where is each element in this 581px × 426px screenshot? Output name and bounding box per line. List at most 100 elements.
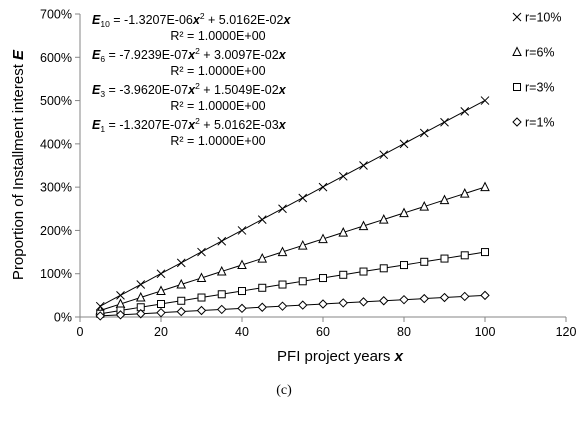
point-diamond <box>176 306 186 317</box>
point-square <box>379 264 388 273</box>
y-tick-label: 0% <box>54 311 72 325</box>
figure-caption: (c) <box>276 383 292 398</box>
trend-equation: E10 = -1.3207E-06x2 + 5.0162E-02x <box>92 11 291 29</box>
point-x <box>399 139 409 149</box>
x-tick-label: 40 <box>235 325 249 339</box>
point-x <box>318 182 328 192</box>
point-triangle <box>459 188 470 198</box>
point-triangle <box>216 265 227 276</box>
y-tick-label: 200% <box>40 224 72 238</box>
point-triangle <box>277 246 288 257</box>
point-square <box>298 277 307 286</box>
point-triangle <box>399 207 409 218</box>
point-triangle <box>156 285 166 296</box>
point-square <box>460 251 469 260</box>
trendline-r=6% <box>100 186 486 311</box>
point-triangle <box>439 194 450 205</box>
point-x <box>419 128 429 138</box>
point-square <box>258 283 267 292</box>
point-square <box>278 280 287 289</box>
point-diamond <box>257 302 267 312</box>
point-diamond <box>115 310 126 320</box>
y-tick-label: 500% <box>40 94 72 108</box>
point-square <box>440 254 449 263</box>
point-triangle <box>378 213 389 224</box>
legend-marker <box>513 83 521 91</box>
y-axis-title-var: E <box>10 49 27 60</box>
point-triangle <box>318 233 328 244</box>
point-square <box>420 257 429 266</box>
legend-label: r=1% <box>525 116 555 130</box>
y-tick-label: 100% <box>40 267 72 281</box>
legend-label: r=10% <box>525 11 561 25</box>
markers <box>95 96 490 321</box>
x-tick-label: 100 <box>475 325 496 339</box>
point-triangle <box>358 220 369 231</box>
point-x <box>217 236 227 246</box>
point-triangle <box>135 291 146 302</box>
point-diamond <box>480 290 490 301</box>
point-triangle <box>196 272 207 283</box>
point-square <box>359 267 368 276</box>
y-tick-label: 700% <box>40 8 72 22</box>
point-x <box>480 96 490 105</box>
point-diamond <box>419 293 429 304</box>
x-tick-label: 20 <box>154 325 168 339</box>
point-triangle <box>419 201 430 211</box>
trend-r2: R² = 1.0000E+00 <box>170 64 265 78</box>
point-triangle <box>257 252 268 263</box>
point-diamond <box>399 294 409 305</box>
point-triangle <box>480 181 490 192</box>
point-diamond <box>95 311 105 321</box>
x-tick-label: 120 <box>556 325 577 339</box>
y-tick-label: 600% <box>40 51 72 65</box>
point-x <box>237 226 247 235</box>
legend: r=10% r=6% r=3% r=1% <box>512 11 561 130</box>
point-x <box>176 258 186 268</box>
point-square <box>481 248 489 257</box>
point-diamond <box>439 292 450 303</box>
point-diamond <box>298 300 308 310</box>
point-square <box>319 274 327 283</box>
trend-r2: R² = 1.0000E+00 <box>170 99 265 113</box>
point-square <box>339 270 348 279</box>
legend-label: r=6% <box>525 46 555 60</box>
point-x <box>197 247 206 257</box>
point-triangle <box>176 278 187 289</box>
trend-equation: E3 = -3.9620E-07x2 + 1.5049E-02x <box>92 81 287 99</box>
point-diamond <box>237 303 247 314</box>
point-square <box>400 261 408 270</box>
trend-equation: E1 = -1.3207E-07x2 + 5.0162E-03x <box>92 116 287 134</box>
x-axis-title-var: x <box>394 348 404 365</box>
y-axis-title-text: Proportion of Installment interest <box>10 60 27 280</box>
legend-label: r=3% <box>525 81 555 95</box>
point-diamond <box>196 305 207 316</box>
point-x <box>298 193 308 203</box>
point-square <box>157 300 165 309</box>
y-axis-title: Proportion of Installment interest E <box>10 49 27 280</box>
point-triangle <box>297 239 308 250</box>
point-x <box>278 204 287 214</box>
ticks: 0 20 40 60 80 100 120 0% 100% 200% 300% 400% 500% 600… <box>40 8 576 340</box>
point-diamond <box>136 309 146 319</box>
point-diamond <box>277 301 288 311</box>
point-diamond <box>379 296 389 306</box>
point-x <box>136 280 146 289</box>
point-square <box>177 296 186 305</box>
point-x <box>338 171 348 181</box>
point-x <box>116 291 125 300</box>
point-diamond <box>156 307 166 318</box>
point-x <box>359 161 368 170</box>
point-diamond <box>460 291 470 302</box>
point-square <box>197 293 206 302</box>
x-axis-title-text: PFI project years <box>277 348 395 365</box>
x-axis-title: PFI project years x <box>277 348 404 365</box>
trend-r2: R² = 1.0000E+00 <box>170 29 265 43</box>
legend-marker <box>512 46 522 56</box>
point-diamond <box>358 297 369 307</box>
trendline-r=10% <box>100 99 486 307</box>
point-diamond <box>217 304 227 315</box>
x-tick-label: 0 <box>77 325 84 339</box>
